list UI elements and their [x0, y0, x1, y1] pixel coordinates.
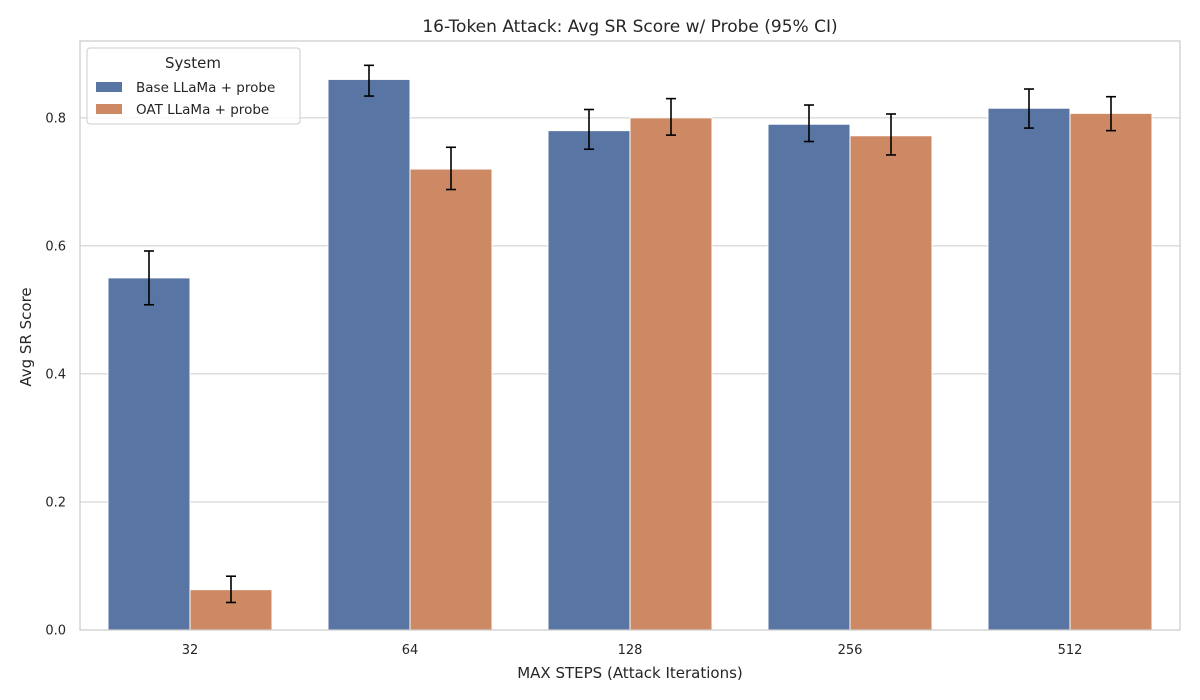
- x-tick-label: 128: [618, 643, 643, 658]
- bar: [988, 108, 1070, 630]
- bar: [850, 136, 932, 630]
- y-tick-label: 0.0: [45, 624, 66, 639]
- bar: [630, 118, 712, 630]
- x-tick-label: 256: [838, 643, 863, 658]
- legend-title: System: [165, 54, 221, 72]
- x-tick-label: 32: [182, 643, 199, 658]
- x-axis-label: MAX STEPS (Attack Iterations): [517, 664, 743, 682]
- bar: [768, 124, 850, 630]
- x-tick-label: 64: [402, 643, 419, 658]
- bar: [548, 131, 630, 630]
- y-tick-label: 0.8: [45, 111, 66, 126]
- chart-title: 16-Token Attack: Avg SR Score w/ Probe (…: [422, 17, 837, 37]
- bar: [410, 169, 492, 630]
- y-tick-label: 0.6: [45, 239, 66, 254]
- legend-swatch-base-llama: [96, 82, 122, 92]
- legend-label-base-llama: Base LLaMa + probe: [136, 80, 275, 96]
- legend-swatch-oat-llama: [96, 104, 122, 114]
- bar: [108, 278, 190, 630]
- bar: [328, 79, 410, 630]
- bar: [1070, 113, 1152, 630]
- legend-label-oat-llama: OAT LLaMa + probe: [136, 102, 269, 118]
- y-tick-label: 0.2: [45, 495, 66, 510]
- y-tick-label: 0.4: [45, 367, 66, 382]
- y-axis-label: Avg SR Score: [17, 287, 35, 386]
- x-tick-label: 512: [1058, 643, 1083, 658]
- legend: System Base LLaMa + probe OAT LLaMa + pr…: [87, 48, 300, 124]
